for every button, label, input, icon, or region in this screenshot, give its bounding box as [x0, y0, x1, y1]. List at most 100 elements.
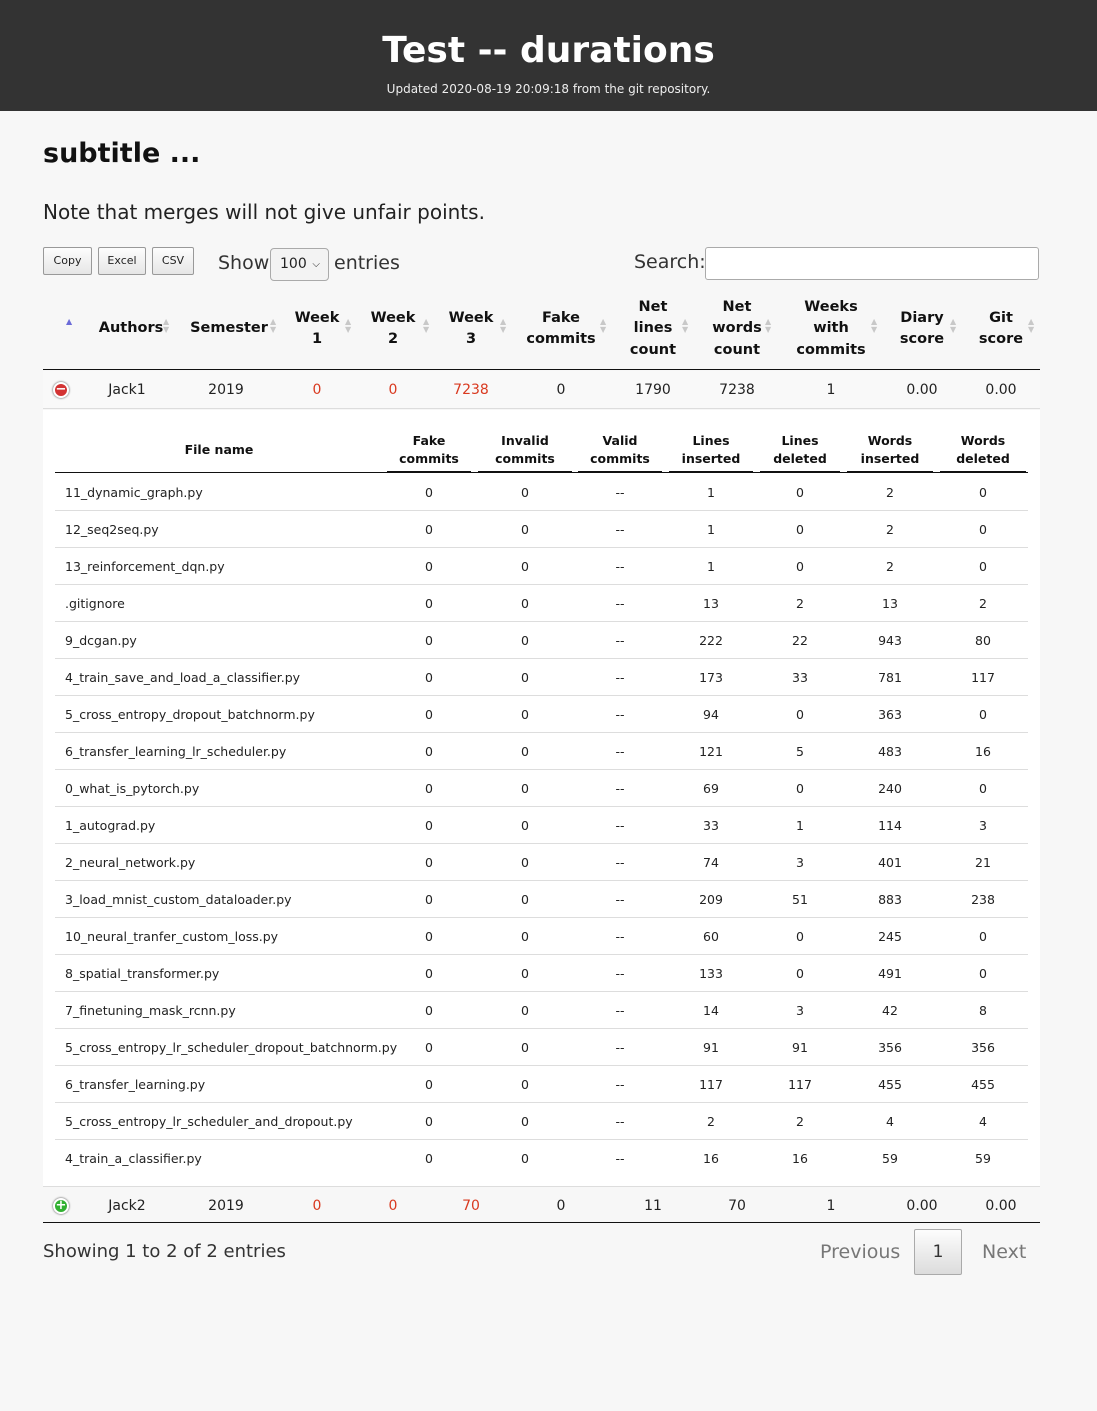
column-header-week-3[interactable]: Week 3 — [436, 288, 506, 370]
file-name-cell: 5_cross_entropy_lr_scheduler_and_dropout… — [65, 1114, 353, 1129]
sort-icon[interactable]: ▲ ▼ — [163, 317, 170, 334]
header-rule — [387, 471, 471, 473]
child-details: File name Fake commits Invalid commits Valid c… — [43, 410, 1040, 1186]
table-row: + Jack2 2019 0 0 70 0 11 70 1 0.00 0.00 — [43, 1186, 1040, 1223]
search-input[interactable] — [705, 247, 1039, 280]
file-stat-cell: 8 — [979, 1003, 987, 1018]
column-header-week-2[interactable]: Week 2 — [359, 288, 427, 370]
file-stat-cell: 363 — [878, 707, 902, 722]
file-column-header-words-deleted: Words deleted — [956, 432, 1010, 466]
column-header-label: Net words count — [712, 298, 762, 358]
sort-icon[interactable]: ▲ ▼ — [270, 317, 277, 334]
file-table-row: 6_transfer_learning_lr_scheduler.py 0 0 -- 1… — [55, 733, 1028, 770]
file-stat-cell: 0 — [425, 707, 433, 722]
sort-icon[interactable]: ▲ ▼ — [765, 317, 772, 334]
file-stat-cell: -- — [615, 633, 625, 648]
cell-semester: 2019 — [208, 1198, 244, 1214]
sort-icon[interactable]: ▲ ▼ — [950, 317, 957, 334]
file-stat-cell: 3 — [796, 1003, 804, 1018]
sort-icon[interactable]: ▲ ▼ — [423, 317, 430, 334]
file-stat-cell: 943 — [878, 633, 902, 648]
sort-icon[interactable]: ▲ ▼ — [1028, 317, 1035, 334]
column-header-authors[interactable]: Authors — [91, 288, 171, 370]
file-stat-cell: 240 — [878, 781, 902, 796]
file-stat-cell: 455 — [878, 1077, 902, 1092]
file-stat-cell: 2 — [886, 485, 894, 500]
file-name-cell: 4_train_a_classifier.py — [65, 1151, 202, 1166]
sort-icon[interactable]: ▲ ▼ — [871, 317, 878, 334]
file-stat-cell: 2 — [886, 522, 894, 537]
column-header-fake-commits[interactable]: Fake commits — [516, 288, 606, 370]
file-name-cell: .gitignore — [65, 596, 125, 611]
file-stat-cell: 0 — [979, 929, 987, 944]
file-stat-cell: 0 — [425, 744, 433, 759]
file-stat-cell: 0 — [521, 633, 529, 648]
previous-button[interactable]: Previous — [820, 1241, 901, 1263]
file-name-cell: 5_cross_entropy_lr_scheduler_dropout_bat… — [65, 1040, 398, 1055]
file-stat-cell: 455 — [971, 1077, 995, 1092]
file-stat-cell: -- — [615, 670, 625, 685]
file-stat-cell: 1 — [707, 485, 715, 500]
file-table-row: 0_what_is_pytorch.py 0 0 -- 69 0 240 0 — [55, 770, 1028, 807]
file-table-header: File name Fake commits Invalid commits Valid c… — [55, 426, 1028, 473]
column-header-semester[interactable]: Semester — [183, 288, 275, 370]
file-stat-cell: 0 — [521, 1151, 529, 1166]
file-stat-cell: -- — [615, 485, 625, 500]
file-table-row: 6_transfer_learning.py 0 0 -- 117 117 455 455 — [55, 1066, 1028, 1103]
file-stat-cell: 117 — [699, 1077, 723, 1092]
column-header-git-score[interactable]: Git score — [968, 288, 1034, 370]
column-header-week-1[interactable]: Week 1 — [283, 288, 351, 370]
cell-weeks-with-commits: 1 — [826, 382, 836, 398]
file-stat-cell: 2 — [796, 596, 804, 611]
page-button-current[interactable]: 1 — [914, 1229, 962, 1275]
file-stat-cell: 0 — [796, 707, 804, 722]
file-name-cell: 6_transfer_learning.py — [65, 1077, 206, 1092]
column-header-net-words-count[interactable]: Net words count — [698, 288, 776, 370]
file-table-row: 4_train_save_and_load_a_classifier.py 0 0 -… — [55, 659, 1028, 696]
excel-button[interactable]: Excel — [98, 247, 146, 275]
file-stat-cell: 0 — [425, 670, 433, 685]
file-stat-cell: 238 — [971, 892, 995, 907]
sort-icon[interactable]: ▲ ▼ — [500, 317, 507, 334]
copy-button[interactable]: Copy — [43, 247, 92, 275]
column-header-diary-score[interactable]: Diary score — [886, 288, 958, 370]
file-table-row: 1_autograd.py 0 0 -- 33 1 114 3 — [55, 807, 1028, 844]
entries-select[interactable]: 100 ⌵ — [270, 248, 329, 281]
column-header-label: Week 3 — [448, 309, 494, 348]
cell-weeks-with-commits: 1 — [826, 1198, 836, 1214]
file-stat-cell: 74 — [703, 855, 719, 870]
file-stat-cell: 4 — [886, 1114, 894, 1129]
file-stat-cell: 0 — [521, 892, 529, 907]
file-stat-cell: 0 — [521, 596, 529, 611]
file-stat-cell: 0 — [425, 633, 433, 648]
cell-author: Jack1 — [108, 382, 146, 398]
file-stat-cell: 222 — [699, 633, 723, 648]
sort-icon[interactable]: ▲ ▼ — [345, 317, 352, 334]
sort-icon[interactable]: ▲ ▼ — [600, 317, 607, 334]
cell-net-lines: 11 — [644, 1198, 662, 1214]
expand-row-icon[interactable]: + — [53, 1198, 69, 1214]
column-header-net-lines-count[interactable]: Net lines count — [617, 288, 689, 370]
file-stat-cell: 2 — [707, 1114, 715, 1129]
file-stat-cell: 2 — [886, 559, 894, 574]
sort-icon[interactable]: ▲ ▼ — [682, 317, 689, 334]
next-button[interactable]: Next — [982, 1241, 1027, 1263]
file-stat-cell: 13 — [703, 596, 719, 611]
file-stat-cell: 0 — [979, 966, 987, 981]
file-stat-cell: 51 — [792, 892, 808, 907]
collapse-row-icon[interactable]: − — [53, 382, 69, 398]
file-stat-cell: 0 — [425, 1151, 433, 1166]
csv-button[interactable]: CSV — [152, 247, 194, 275]
column-header-label: Week 2 — [370, 309, 416, 348]
file-table-row: 5_cross_entropy_lr_scheduler_and_dropout… — [55, 1103, 1028, 1140]
file-stat-cell: 883 — [878, 892, 902, 907]
file-stat-cell: -- — [615, 1003, 625, 1018]
file-name-cell: 5_cross_entropy_dropout_batchnorm.py — [65, 707, 315, 722]
cell-fake-commits: 0 — [556, 1198, 566, 1214]
table-header: ▲ Authors ▲ ▼ Semester ▲ ▼ Week 1 ▲ ▼ Week 2 ▲ ▼ Week 3 ▲… — [43, 288, 1040, 370]
note-text: Note that merges will not give unfair po… — [43, 200, 485, 224]
sort-asc-icon[interactable]: ▲ — [66, 317, 73, 326]
file-name-cell: 3_load_mnist_custom_dataloader.py — [65, 892, 292, 907]
file-stat-cell: 0 — [521, 818, 529, 833]
column-header-weeks-with-commits[interactable]: Weeks with commits — [788, 288, 874, 370]
